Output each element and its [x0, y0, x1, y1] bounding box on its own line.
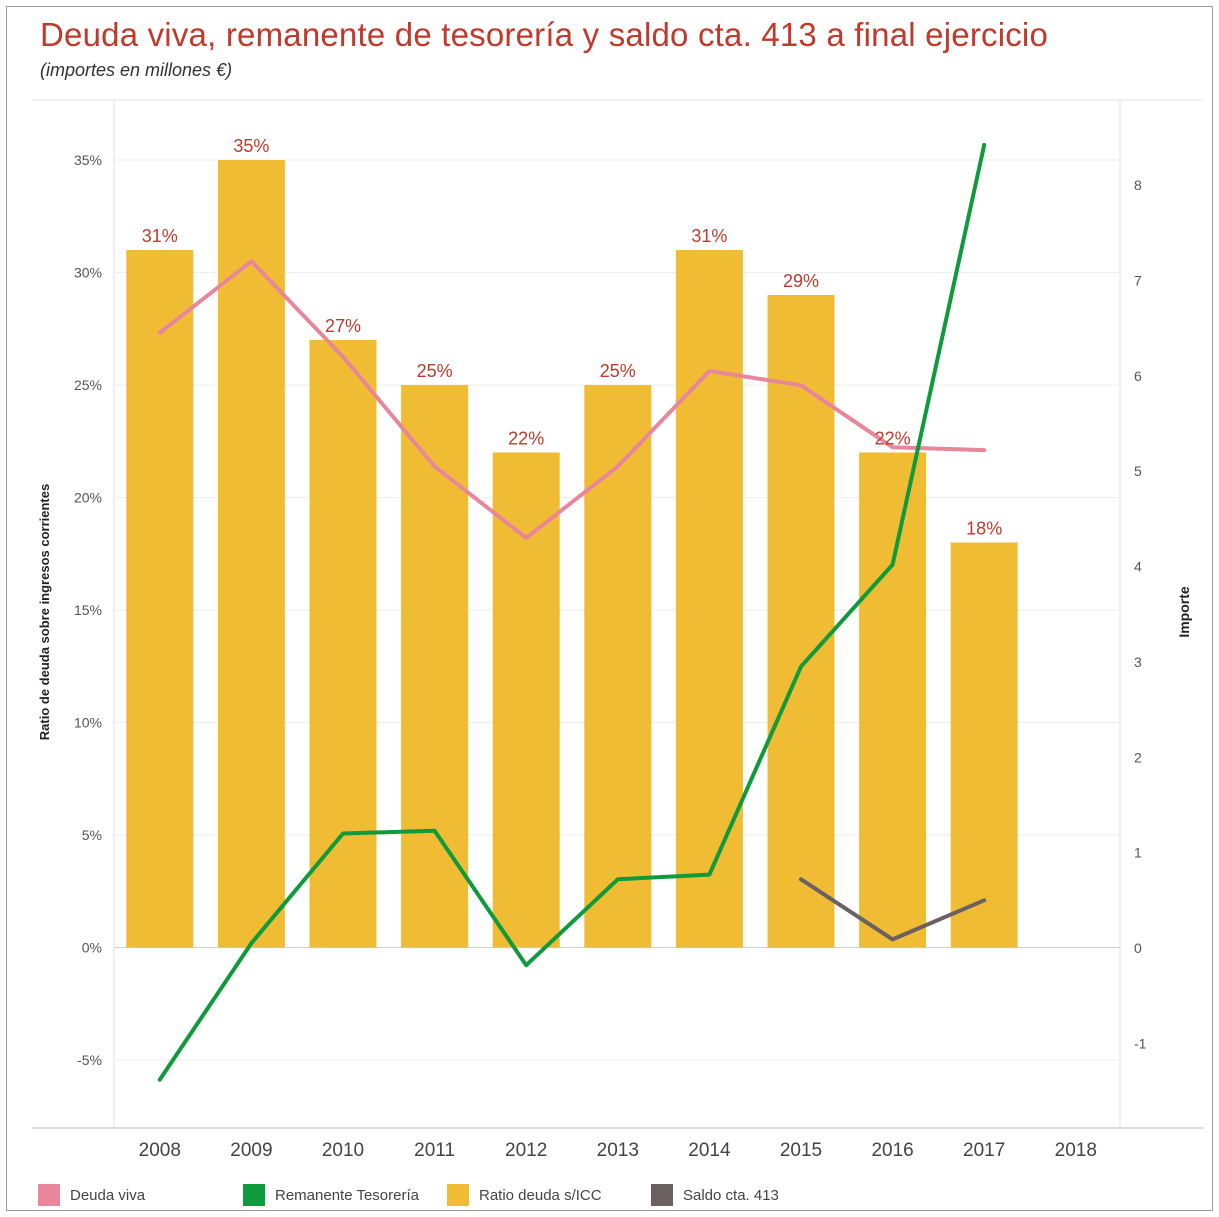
x-tick-label: 2014	[688, 1140, 731, 1161]
bar-data-label: 25%	[600, 361, 636, 381]
bar-data-label: 18%	[966, 519, 1002, 539]
bar	[950, 542, 1018, 948]
legend-swatch	[38, 1184, 60, 1206]
right-tick-label: 8	[1134, 177, 1142, 193]
bar-data-label: 25%	[417, 361, 453, 381]
bar	[217, 160, 285, 948]
x-tick-label: 2010	[322, 1140, 364, 1161]
right-tick-label: -1	[1134, 1035, 1147, 1051]
legend-label: Saldo cta. 413	[683, 1186, 779, 1204]
right-tick-label: 6	[1134, 368, 1142, 384]
bar	[675, 250, 743, 948]
bar	[401, 385, 469, 948]
chart-subtitle: (importes en millones €)	[40, 60, 233, 80]
bar	[584, 385, 652, 948]
x-tick-label: 2008	[139, 1140, 181, 1161]
legend-item-deuda-viva: Deuda viva	[38, 1182, 145, 1208]
right-tick-label: 0	[1134, 940, 1142, 956]
x-tick-label: 2017	[963, 1140, 1005, 1161]
left-tick-label: 20%	[74, 490, 102, 506]
line-saldo-cta-413	[799, 877, 987, 942]
x-tick-label: 2009	[230, 1140, 272, 1161]
legend-swatch	[243, 1184, 265, 1206]
right-tick-label: 3	[1134, 654, 1142, 670]
bar	[309, 340, 377, 948]
legend-item-saldo: Saldo cta. 413	[651, 1182, 779, 1208]
legend-item-ratio: Ratio deuda s/ICC	[447, 1182, 602, 1208]
line-deuda-viva	[157, 259, 987, 540]
bar	[859, 452, 927, 948]
y-axis-title-right: Importe	[1176, 586, 1192, 638]
legend-swatch	[651, 1184, 673, 1206]
x-tick-label: 2011	[414, 1140, 455, 1161]
x-tick-label: 2012	[505, 1140, 547, 1161]
bar	[767, 295, 835, 948]
left-tick-label: 0%	[82, 940, 102, 956]
legend-label: Remanente Tesorería	[275, 1186, 419, 1204]
right-tick-label: 5	[1134, 463, 1142, 479]
left-tick-label: 5%	[82, 827, 102, 843]
left-tick-label: 15%	[74, 602, 102, 618]
legend-label: Deuda viva	[70, 1186, 146, 1204]
right-tick-label: 7	[1134, 272, 1142, 288]
right-tick-label: 1	[1134, 845, 1142, 861]
legend-label: Ratio deuda s/ICC	[479, 1186, 602, 1204]
legend-swatch	[447, 1184, 469, 1206]
line-remanente-tesoreria	[157, 142, 987, 1082]
x-tick-label: 2013	[597, 1140, 639, 1161]
left-tick-label: 30%	[74, 265, 102, 281]
bar-data-label: 31%	[142, 226, 178, 246]
left-tick-label: -5%	[77, 1052, 102, 1068]
left-tick-label: 10%	[74, 715, 102, 731]
bar-data-label: 29%	[783, 271, 819, 291]
bar-data-label: 35%	[233, 136, 269, 156]
bar-data-label: 22%	[508, 429, 544, 449]
left-tick-label: 35%	[74, 152, 102, 168]
bar	[492, 452, 560, 948]
right-tick-label: 2	[1134, 749, 1142, 765]
x-tick-label: 2015	[780, 1140, 822, 1161]
left-tick-label: 25%	[74, 377, 102, 393]
y-axis-title-left: Ratio de deuda sobre ingresos corrientes	[37, 484, 52, 740]
chart-title: Deuda viva, remanente de tesorería y sal…	[40, 16, 1049, 53]
right-tick-label: 4	[1134, 559, 1142, 575]
x-tick-label: 2016	[871, 1140, 913, 1161]
chart-legend: Deuda viva Remanente Tesorería Ratio deu…	[0, 1182, 1219, 1212]
legend-item-remanente: Remanente Tesorería	[243, 1182, 419, 1208]
x-tick-label: 2018	[1055, 1140, 1097, 1161]
bar-data-label: 22%	[875, 429, 911, 449]
bar	[126, 250, 194, 948]
bar-data-label: 27%	[325, 316, 361, 336]
bar-data-label: 31%	[691, 226, 727, 246]
